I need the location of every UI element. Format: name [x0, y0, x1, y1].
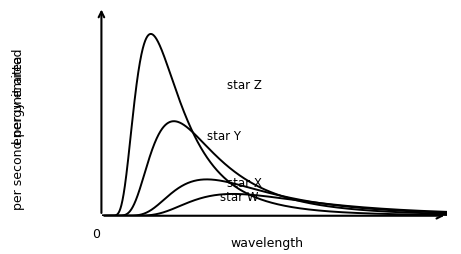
Text: star Z: star Z	[226, 79, 261, 92]
Text: 0: 0	[93, 227, 100, 240]
Text: per second per unit area: per second per unit area	[12, 55, 25, 209]
Text: star Y: star Y	[207, 130, 241, 143]
Text: star W: star W	[220, 190, 259, 203]
Text: energy emitted: energy emitted	[12, 49, 25, 145]
Text: star X: star X	[226, 176, 261, 189]
Text: wavelength: wavelength	[231, 236, 304, 249]
